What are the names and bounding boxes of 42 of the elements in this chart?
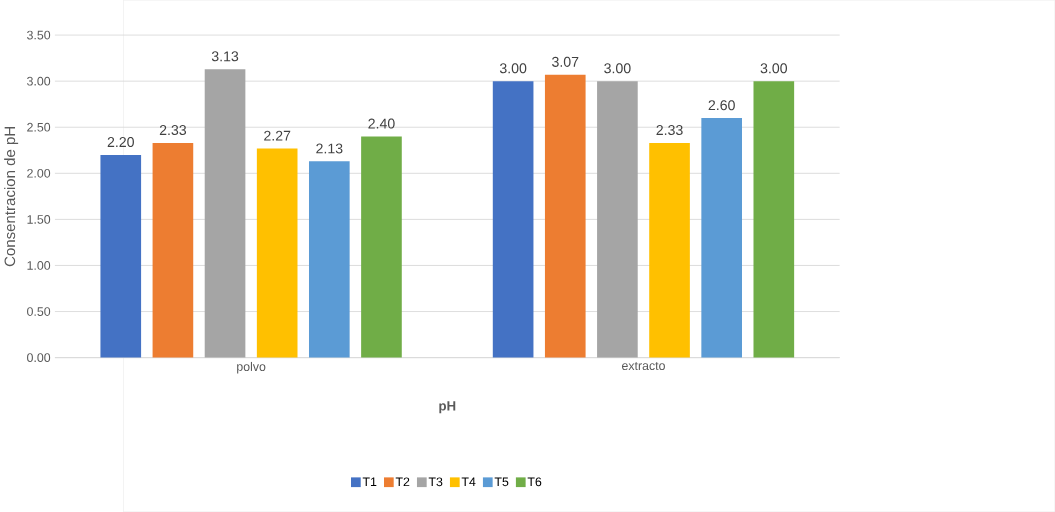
data-label: 3.13	[211, 51, 239, 62]
legend-label: T1	[362, 477, 377, 487]
bar	[256, 148, 298, 358]
x-axis-title: pH	[439, 401, 456, 414]
data-label: 2.20	[107, 137, 134, 148]
data-label: 3.00	[499, 63, 527, 74]
legend-label: T4	[461, 477, 476, 487]
y-tick-label: 3.50	[27, 30, 51, 40]
legend-label: T2	[395, 477, 410, 487]
y-tick-label: 2.00	[27, 168, 51, 178]
data-label: 3.00	[604, 63, 631, 74]
y-tick-label: 1.50	[27, 215, 51, 224]
legend-label: T5	[494, 477, 509, 487]
y-tick-label: 0.50	[27, 307, 51, 316]
bar	[544, 74, 586, 358]
y-tick-label: 2.50	[27, 122, 51, 132]
data-label: 2.33	[656, 125, 683, 136]
data-label: 2.13	[316, 143, 343, 154]
y-tick-label: 3.00	[27, 76, 51, 86]
bar	[204, 69, 246, 358]
bar	[100, 154, 142, 358]
bar	[753, 81, 795, 358]
legend-label: T6	[527, 477, 542, 487]
data-label: 2.27	[264, 130, 291, 141]
data-label: 2.60	[708, 100, 735, 111]
bar	[152, 142, 194, 358]
data-label: 3.07	[552, 56, 579, 67]
data-label: 2.33	[159, 125, 187, 136]
data-label: 3.00	[760, 63, 788, 74]
x-tick-label: extracto	[621, 361, 665, 371]
data-label: 2.40	[368, 118, 395, 129]
bar	[649, 142, 690, 358]
y-tick-label: 1.00	[27, 261, 51, 270]
x-tick-label: polvo	[237, 361, 266, 374]
legend-label: T3	[428, 477, 443, 487]
bar	[492, 81, 534, 358]
bar	[361, 136, 402, 358]
bar	[597, 81, 638, 358]
y-tick-label: 0.00	[27, 353, 51, 363]
y-axis-title: Consentracion de pH	[4, 127, 19, 267]
bar	[308, 161, 350, 358]
bar	[701, 118, 742, 358]
